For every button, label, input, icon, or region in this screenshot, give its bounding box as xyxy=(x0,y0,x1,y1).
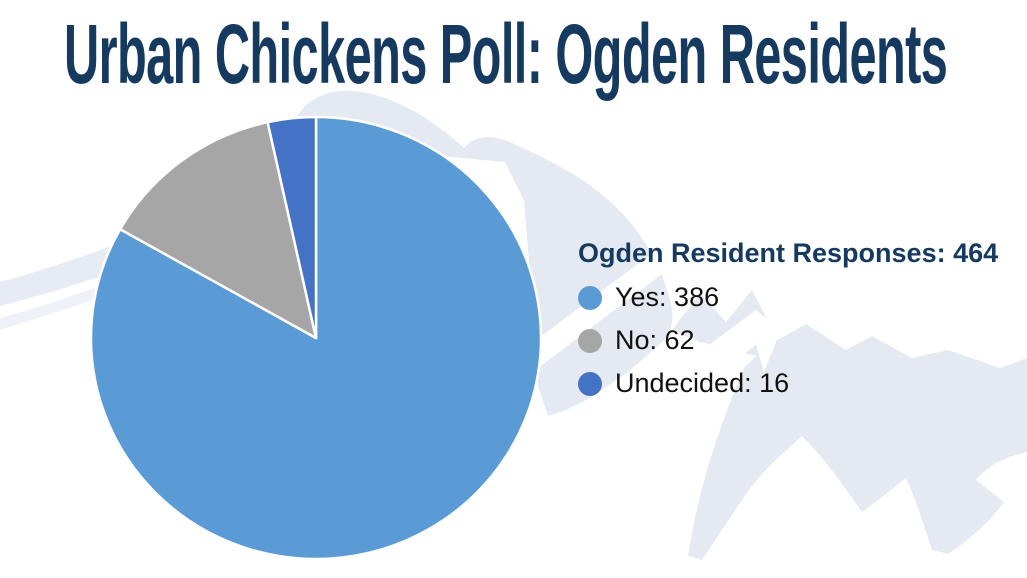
watermark-left-ridge-2 xyxy=(0,224,232,330)
mountain-watermark xyxy=(0,90,1027,560)
watermark-white-slash-2 xyxy=(536,310,778,494)
chart-legend: Ogden Resident Responses: 464 Yes: 386 N… xyxy=(578,238,1008,414)
legend-item-label: No: 62 xyxy=(615,325,695,355)
yes-bullet-icon xyxy=(578,285,602,310)
legend-header: Ogden Resident Responses: 464 xyxy=(578,238,999,268)
legend-item-yes: Yes: 386 xyxy=(578,282,1008,312)
legend-item-label: Yes: 386 xyxy=(615,282,720,312)
pie-slice-undecided xyxy=(266,115,318,340)
legend-item-label: Undecided: 16 xyxy=(615,368,790,398)
legend-item-undecided: Undecided: 16 xyxy=(578,368,1008,398)
pie-chart xyxy=(89,115,543,561)
legend-item-no: No: 62 xyxy=(578,325,1008,355)
watermark-white-slash-1 xyxy=(520,216,720,368)
undecided-bullet-icon xyxy=(578,371,602,396)
no-bullet-icon xyxy=(578,328,602,353)
pie-slice-no xyxy=(118,120,318,340)
page-title: Urban Chickens Poll: Ogden Residents xyxy=(64,7,948,101)
watermark-white-notch xyxy=(752,330,780,372)
